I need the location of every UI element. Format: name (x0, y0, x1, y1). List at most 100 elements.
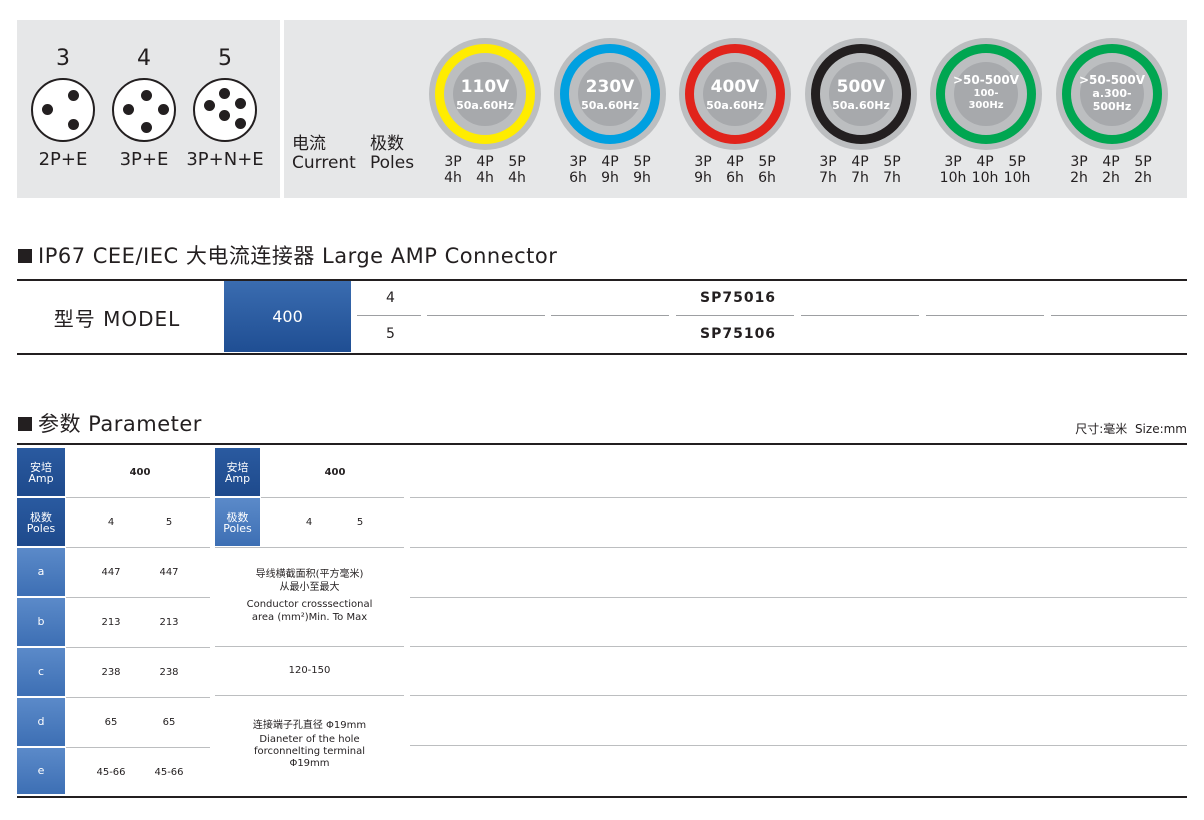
param-amp-header: 安培 Amp (17, 448, 65, 496)
param-b-5: 213 (159, 617, 179, 628)
param-b-4: 213 (101, 617, 121, 628)
poles-row-400v: 3P 4P 5P (694, 154, 776, 170)
socket-5pin-icon (193, 78, 257, 142)
param-grid-line (410, 547, 1187, 548)
hours-row-500v: 7h 7h 7h (819, 170, 901, 186)
pin-label-3p-n-e: 3P+N+E (186, 149, 264, 170)
hours-row-50-500v-a: 10h 10h 10h (939, 170, 1031, 186)
model-table-bottom-rule (17, 353, 1187, 355)
param-d-5: 65 (162, 717, 176, 728)
socket-4pin-icon (112, 78, 176, 142)
param-grid-line (410, 745, 1187, 746)
model-label: 型号 MODEL (53, 307, 181, 331)
section-title-connector: IP67 CEE/IEC 大电流连接器 Large AMP Connector (38, 244, 558, 268)
model-row-divider (801, 315, 919, 316)
poles-row-110v: 3P 4P 5P (444, 154, 526, 170)
param-grid-line (66, 597, 210, 598)
voltage-ring-400v: 400V 50a.60Hz (679, 38, 791, 150)
pin-label-2p-e: 2P+E (38, 149, 88, 170)
model-table-top-rule (17, 279, 1187, 281)
param-e-4: 45-66 (96, 767, 126, 778)
param-grid-line (66, 747, 210, 748)
param-row-label-d: d (17, 698, 65, 746)
poles-row-50-500v-b: 3P 4P 5P (1070, 154, 1152, 170)
param-amp-value: 400 (129, 467, 151, 478)
poles-label-en: Poles (370, 153, 415, 173)
param-d-4: 65 (104, 717, 118, 728)
param-row-label-b: b (17, 598, 65, 646)
param-a-4: 447 (101, 567, 121, 578)
hole-note-en2: forconnelting terminal (253, 746, 366, 757)
conductor-note-cn2: 从最小至最大 (279, 582, 340, 593)
socket-3pin-icon (31, 78, 95, 142)
param-amp-value-2: 400 (324, 467, 346, 478)
poles-row-50-500v-a: 3P 4P 5P (944, 154, 1026, 170)
param-poles-5-2: 5 (356, 517, 364, 528)
param-poles-header-2: 极数 Poles (215, 498, 260, 546)
hole-note-cn: 连接端子孔直径 Φ19mm (252, 720, 367, 731)
hole-note-en1: Dianeter of the hole (259, 734, 360, 745)
voltage-ring-110v: 110V 50a.60Hz (429, 38, 541, 150)
model-row-divider (676, 315, 794, 316)
current-label-cn: 电流 (292, 134, 326, 154)
param-grid-line (66, 497, 210, 498)
pin-count-3: 3 (56, 46, 70, 71)
hours-row-110v: 4h 4h 4h (444, 170, 526, 186)
conductor-note-cn: 导线横截面积(平方毫米) (255, 569, 364, 580)
hours-row-400v: 9h 6h 6h (694, 170, 776, 186)
param-grid-line (66, 547, 210, 548)
param-row-label-a: a (17, 548, 65, 596)
param-table-top-rule (17, 443, 1187, 445)
hole-note-en3: Φ19mm (289, 758, 330, 769)
param-c-4: 238 (101, 667, 121, 678)
model-row-divider (551, 315, 669, 316)
model-row-divider (357, 315, 421, 316)
voltage-ring-50-500v-100-300hz: >50-500V 100- 300Hz (930, 38, 1042, 150)
param-poles-4-2: 4 (305, 517, 313, 528)
model-poles-5: 5 (386, 326, 395, 342)
param-grid-line (66, 697, 210, 698)
model-row-divider (427, 315, 545, 316)
voltage-ring-500v: 500V 50a.60Hz (805, 38, 917, 150)
param-c-5: 238 (159, 667, 179, 678)
model-code-sp75016: SP75016 (700, 290, 777, 306)
param-poles-4: 4 (107, 517, 115, 528)
conductor-value: 120-150 (288, 665, 331, 676)
banner-divider (280, 20, 284, 198)
conductor-note-en1: Conductor crosssectional (246, 599, 373, 610)
model-row-divider (1051, 315, 1187, 316)
poles-label-cn: 极数 (370, 134, 404, 154)
voltage-ring-230v: 230V 50a.60Hz (554, 38, 666, 150)
param-e-5: 45-66 (154, 767, 184, 778)
model-code-sp75106: SP75106 (700, 326, 777, 342)
param-row-label-e: e (17, 748, 65, 794)
model-poles-4: 4 (386, 290, 395, 306)
param-grid-line (410, 695, 1187, 696)
hours-row-230v: 6h 9h 9h (569, 170, 651, 186)
section-bullet-icon (18, 417, 32, 431)
param-amp-header-2: 安培 Amp (215, 448, 260, 496)
voltage-ring-50-500v-300-500hz: >50-500V a.300- 500Hz (1056, 38, 1168, 150)
model-row-divider (926, 315, 1044, 316)
section-bullet-icon (18, 249, 32, 263)
size-unit-note: 尺寸:毫米 Size:mm (1075, 422, 1187, 436)
param-grid-line (215, 695, 404, 696)
pin-count-4: 4 (137, 46, 151, 71)
section-title-parameter: 参数 Parameter (38, 412, 202, 436)
poles-row-230v: 3P 4P 5P (569, 154, 651, 170)
poles-row-500v: 3P 4P 5P (819, 154, 901, 170)
param-grid-line (410, 497, 1187, 498)
param-grid-line (215, 646, 404, 647)
param-poles-header: 极数 Poles (17, 498, 65, 546)
param-table-bottom-rule (17, 796, 1187, 798)
param-grid-line (215, 547, 404, 548)
param-grid-line (410, 646, 1187, 647)
param-row-label-c: c (17, 648, 65, 696)
hours-row-50-500v-b: 2h 2h 2h (1070, 170, 1152, 186)
pin-count-5: 5 (218, 46, 232, 71)
param-grid-line (410, 597, 1187, 598)
model-amp-cell: 400 (224, 281, 351, 352)
param-poles-5: 5 (165, 517, 173, 528)
param-a-5: 447 (159, 567, 179, 578)
param-grid-line (261, 497, 404, 498)
